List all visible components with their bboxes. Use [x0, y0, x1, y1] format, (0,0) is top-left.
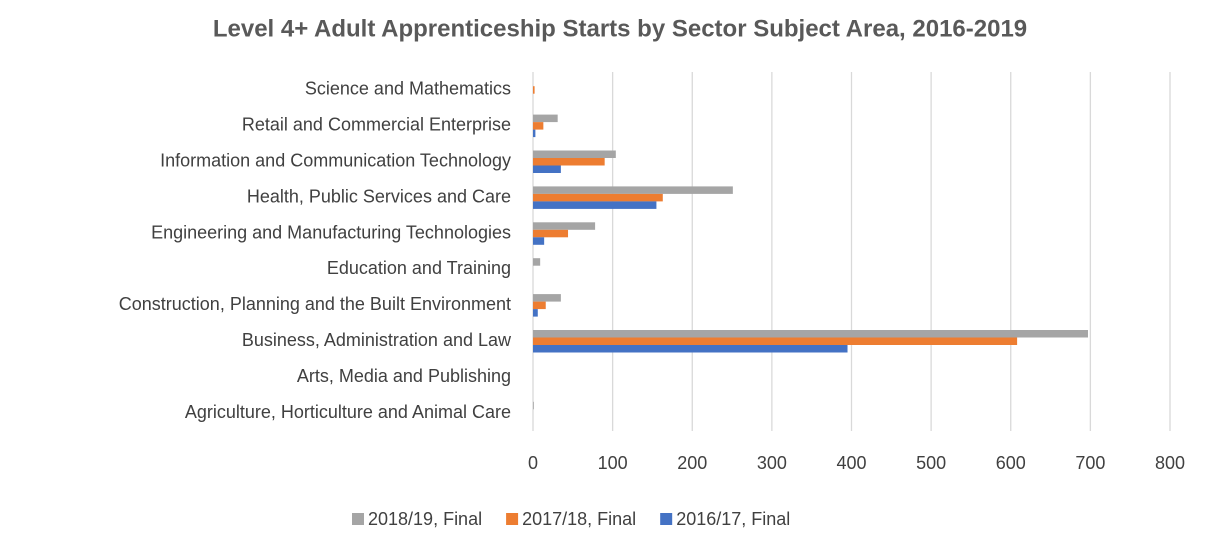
bar [533, 337, 1018, 345]
legend-swatch [660, 513, 673, 525]
y-tick-label: Health, Public Services and Care [247, 186, 511, 206]
bar [533, 114, 558, 123]
bar [533, 186, 733, 194]
y-tick-label: Information and Communication Technology [160, 151, 511, 171]
bar [533, 150, 616, 158]
bar [533, 229, 569, 238]
y-tick-label: Science and Mathematics [305, 79, 511, 99]
legend-label: 2018/19, Final [368, 509, 482, 529]
bar [533, 158, 605, 166]
x-tick-label: 500 [916, 453, 946, 473]
bar [533, 330, 1088, 338]
bar [533, 86, 535, 94]
bar [533, 165, 561, 173]
legend-label: 2017/18, Final [522, 509, 636, 529]
bar [533, 129, 536, 138]
legend-label: 2016/17, Final [676, 509, 790, 529]
bar [533, 201, 657, 209]
y-tick-label: Agriculture, Horticulture and Animal Car… [185, 402, 511, 422]
bar [533, 222, 596, 230]
legend-swatch [506, 513, 519, 525]
legend-swatch [352, 513, 364, 525]
bar [533, 122, 544, 130]
x-tick-label: 700 [1075, 453, 1105, 473]
y-tick-label: Engineering and Manufacturing Technologi… [151, 222, 511, 242]
bar [533, 193, 663, 202]
y-tick-label: Business, Administration and Law [242, 330, 512, 350]
y-tick-label: Arts, Media and Publishing [297, 366, 511, 386]
x-tick-label: 400 [836, 453, 866, 473]
x-tick-label: 600 [996, 453, 1026, 473]
bar [533, 345, 848, 353]
bar [533, 237, 545, 245]
chart-title: Level 4+ Adult Apprenticeship Starts by … [213, 15, 1027, 42]
x-tick-label: 0 [528, 453, 538, 473]
y-tick-label: Education and Training [327, 258, 511, 278]
bar [533, 401, 534, 410]
bar [533, 301, 546, 310]
x-tick-label: 100 [598, 453, 628, 473]
x-tick-label: 200 [677, 453, 707, 473]
bar [533, 294, 561, 302]
bar [533, 258, 541, 266]
bar [533, 309, 538, 317]
x-tick-label: 800 [1155, 453, 1185, 473]
x-tick-label: 300 [757, 453, 787, 473]
y-tick-label: Construction, Planning and the Built Env… [119, 294, 511, 314]
y-tick-label: Retail and Commercial Enterprise [242, 115, 511, 135]
